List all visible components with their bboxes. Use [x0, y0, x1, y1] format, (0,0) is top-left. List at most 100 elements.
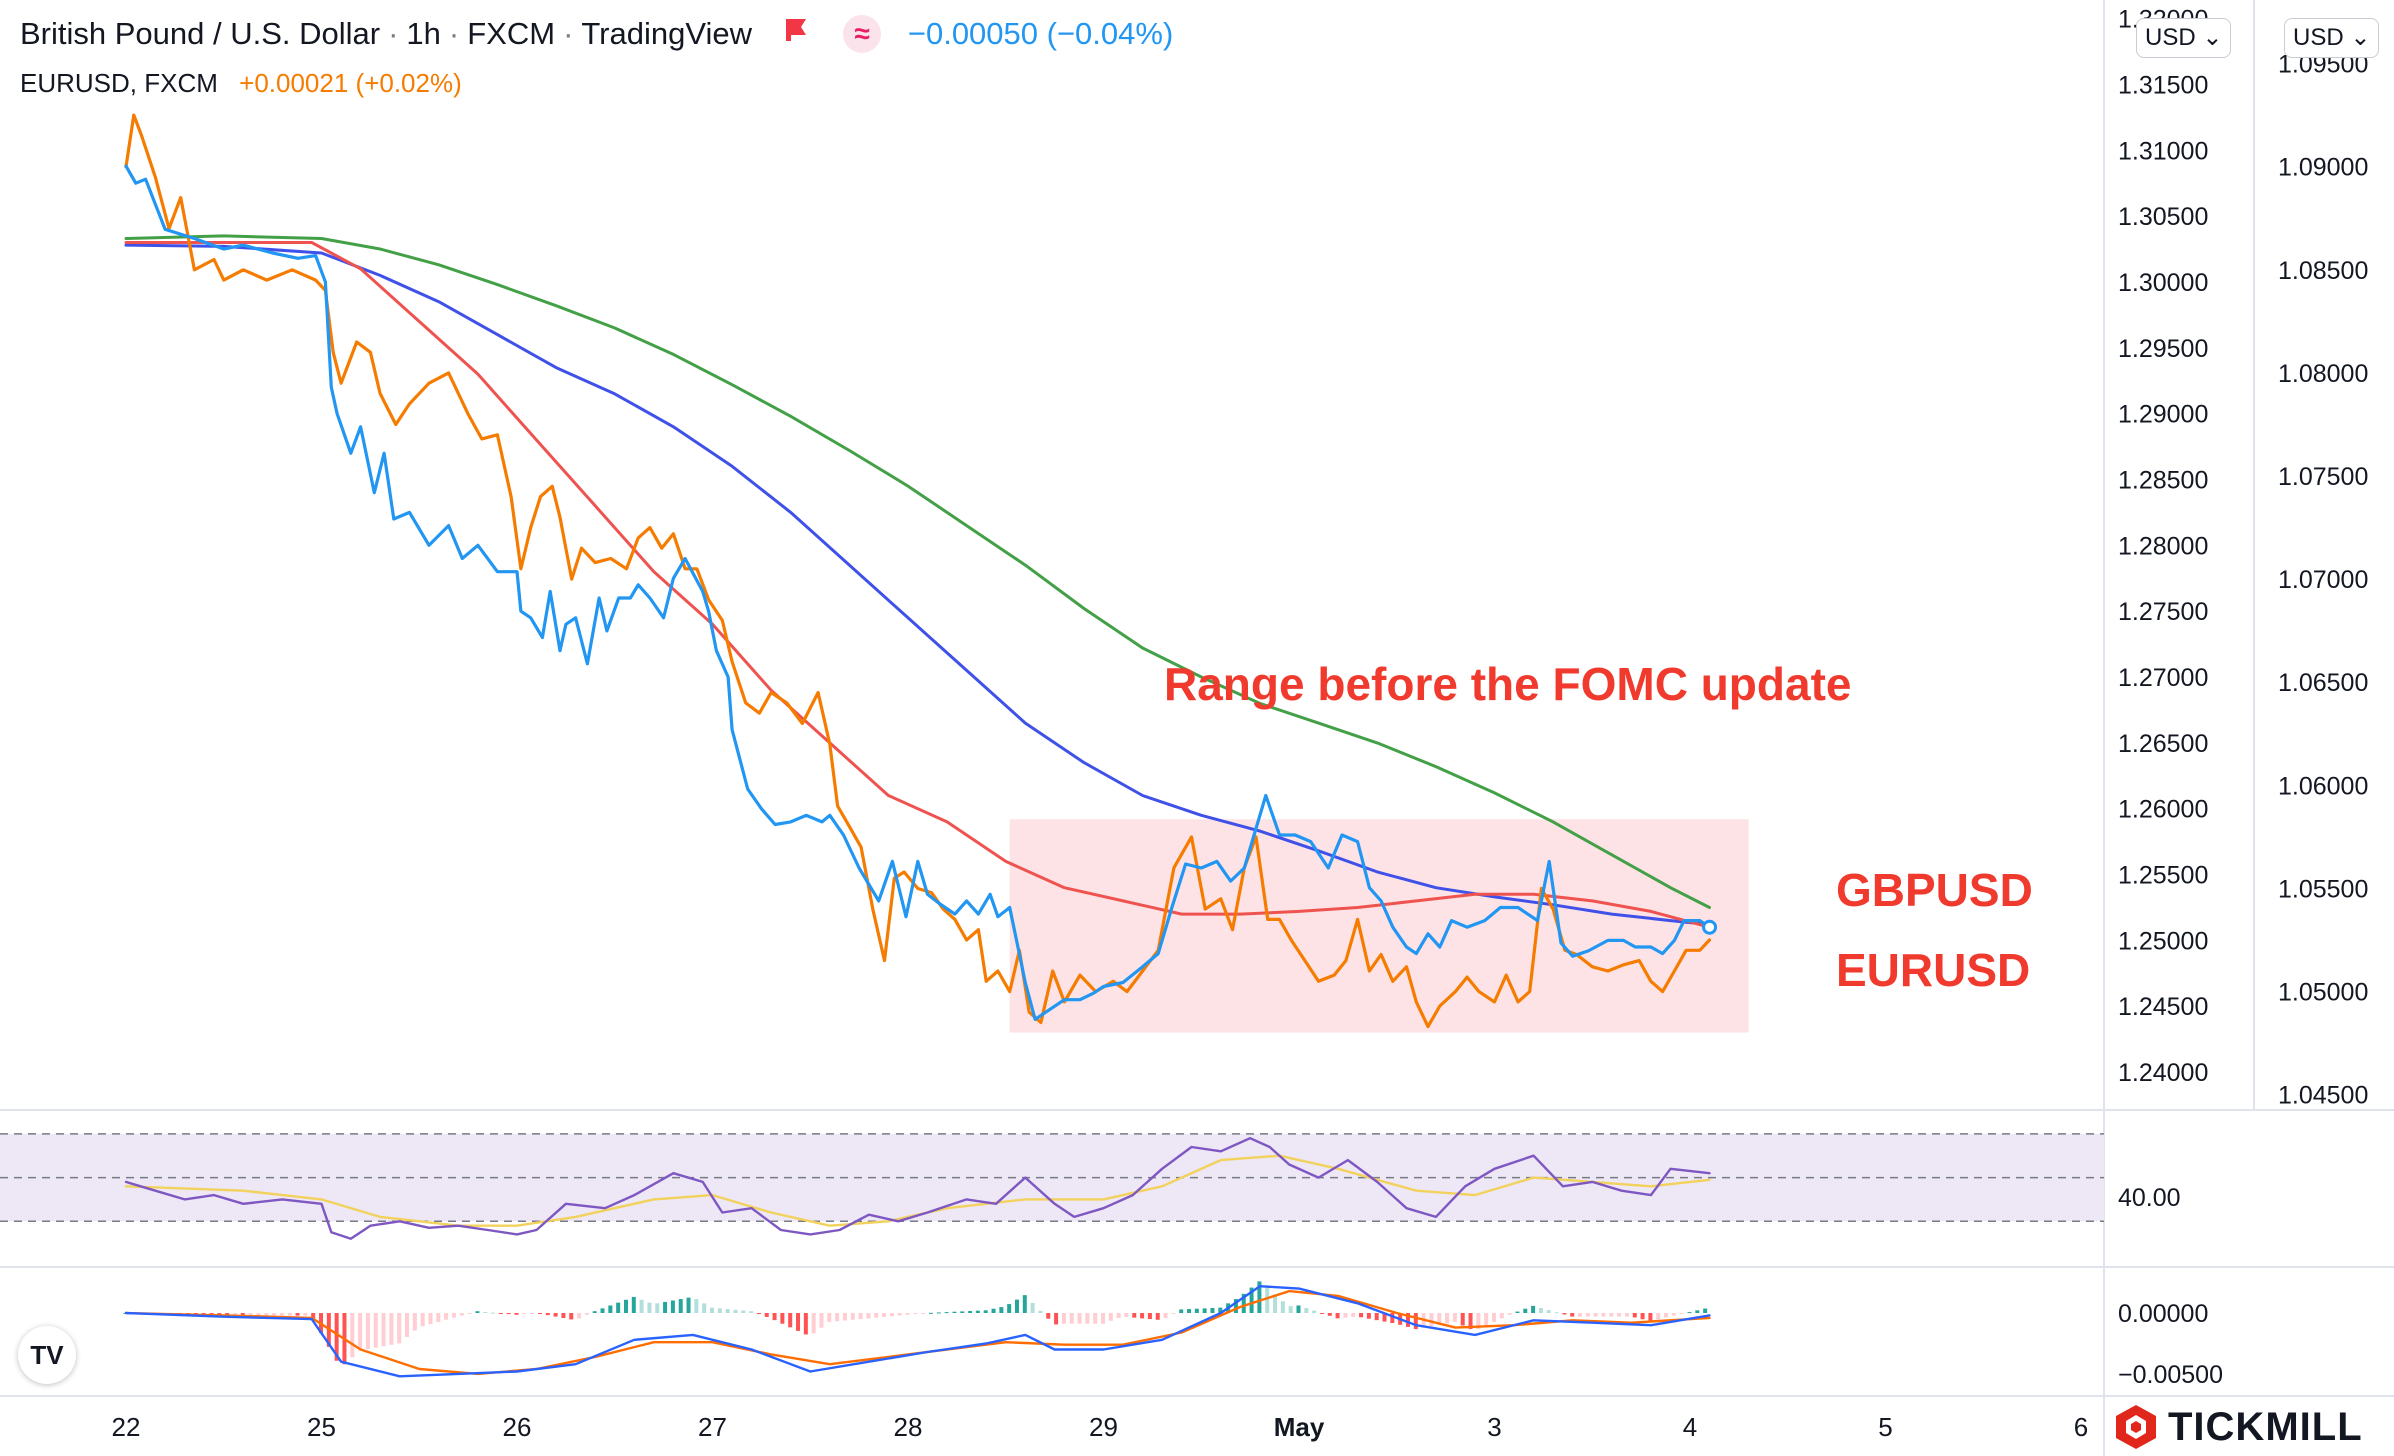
left-price-tick: 1.26000: [2118, 796, 2208, 824]
macd-histogram-bar: [1233, 1299, 1238, 1313]
macd-histogram-bar: [1273, 1294, 1278, 1313]
macd-histogram-bar: [1265, 1288, 1270, 1313]
macd-histogram-bar: [577, 1313, 582, 1319]
macd-histogram-bar: [866, 1313, 871, 1319]
macd-histogram-bar: [631, 1296, 636, 1313]
compare-symbol[interactable]: EURUSD, FXCM: [20, 68, 218, 98]
macd-histogram-bar: [1515, 1311, 1520, 1313]
macd-histogram-bar: [1429, 1313, 1434, 1327]
symbol-name[interactable]: British Pound / U.S. Dollar: [20, 15, 381, 51]
macd-histogram-bar: [882, 1313, 887, 1317]
time-axis-label: 5: [1878, 1412, 1892, 1442]
macd-histogram-bar: [874, 1313, 879, 1318]
macd-histogram-bar: [600, 1308, 605, 1313]
macd-histogram-bar: [623, 1299, 628, 1313]
macd-histogram-bar: [334, 1313, 339, 1361]
macd-histogram-bar: [991, 1308, 996, 1313]
macd-histogram-bar: [921, 1313, 926, 1314]
macd-histogram-bar: [1632, 1313, 1637, 1318]
right-price-tick: 1.08000: [2278, 360, 2368, 388]
macd-histogram-bar: [1007, 1304, 1012, 1313]
macd-histogram-bar: [1523, 1308, 1528, 1313]
left-price-tick: 1.25500: [2118, 862, 2208, 890]
right-price-tick: 1.09000: [2278, 154, 2368, 182]
macd-histogram-bar: [373, 1313, 378, 1348]
rsi-line: [124, 1137, 1711, 1240]
macd-histogram-bar: [1405, 1313, 1410, 1327]
gbpusd-annotation-label: GBPUSD: [1836, 864, 2033, 916]
price-change: −0.00050 (−0.04%): [907, 15, 1174, 51]
macd-histogram-bar: [928, 1312, 933, 1314]
macd-histogram-bar: [889, 1313, 894, 1317]
macd-histogram-bar: [1124, 1313, 1129, 1317]
left-price-tick: 1.25000: [2118, 927, 2208, 955]
macd-histogram-bar: [1366, 1313, 1371, 1319]
macd-histogram-bar: [702, 1303, 707, 1313]
macd-histogram-bar: [553, 1313, 558, 1317]
macd-histogram-bar: [1249, 1287, 1254, 1313]
macd-histogram-bar: [905, 1313, 910, 1315]
macd-histogram-bar: [475, 1311, 480, 1313]
macd-histogram-bar: [655, 1303, 660, 1313]
macd-histogram-bar: [467, 1313, 472, 1314]
tradingview-logo-icon[interactable]: TV: [18, 1326, 76, 1384]
macd-histogram-bar: [670, 1300, 675, 1313]
right-currency-selector[interactable]: USD ⌄: [2284, 18, 2380, 58]
macd-histogram-bar: [1132, 1313, 1137, 1318]
macd-histogram-bar: [1656, 1313, 1661, 1320]
interval[interactable]: 1h: [406, 15, 441, 51]
macd-histogram-bar: [272, 1313, 277, 1316]
macd-histogram-bar: [616, 1302, 621, 1313]
right-price-tick: 1.04500: [2278, 1082, 2368, 1110]
macd-histogram-bar: [436, 1313, 441, 1322]
macd-histogram-bar: [1546, 1310, 1551, 1313]
macd-histogram-bar: [561, 1313, 566, 1319]
macd-histogram-bar: [381, 1313, 386, 1347]
macd-histogram-bar: [710, 1307, 714, 1313]
macd-histogram-bar: [1640, 1313, 1645, 1320]
macd-histogram-bar: [1624, 1313, 1629, 1317]
macd-histogram-bar: [1194, 1308, 1199, 1313]
macd-histogram-bar: [1280, 1301, 1285, 1313]
time-axis-label: 25: [307, 1412, 336, 1442]
macd-histogram-bar: [764, 1313, 769, 1317]
left-price-tick: 1.27500: [2118, 598, 2208, 626]
macd-histogram-bar: [1671, 1313, 1676, 1316]
compare-change: +0.00021 (+0.02%): [239, 68, 462, 98]
macd-histogram-bar: [1609, 1313, 1614, 1317]
approx-wave-icon[interactable]: ≈: [843, 14, 882, 53]
macd-histogram-bar: [725, 1309, 730, 1313]
flag-icon[interactable]: [783, 16, 809, 42]
macd-histogram-bar: [1077, 1313, 1082, 1324]
macd-histogram-bar: [491, 1312, 496, 1314]
macd-histogram-bar: [311, 1313, 316, 1320]
currency-label: USD: [2293, 24, 2344, 51]
right-price-tick: 1.08500: [2278, 257, 2368, 285]
time-axis-label: May: [1274, 1412, 1325, 1442]
macd-histogram-bar: [1296, 1305, 1301, 1313]
macd-histogram-bar: [1319, 1313, 1324, 1314]
left-price-tick: 1.24500: [2118, 993, 2208, 1021]
macd-histogram-bar: [451, 1313, 456, 1318]
macd-histogram-bar: [1030, 1302, 1035, 1313]
time-axis-label: 3: [1487, 1412, 1501, 1442]
macd-histogram-bar: [1585, 1313, 1590, 1317]
left-currency-selector[interactable]: USD ⌄: [2136, 18, 2232, 58]
macd-histogram-bar: [1155, 1313, 1160, 1320]
macd-histogram-bar: [796, 1313, 801, 1331]
macd-histogram-bar: [287, 1313, 292, 1316]
macd-histogram-bar: [1664, 1313, 1669, 1318]
macd-histogram-bar: [1437, 1313, 1442, 1325]
macd-tick: −0.00500: [2118, 1361, 2223, 1389]
macd-histogram-bar: [1679, 1313, 1684, 1314]
exchange: FXCM: [467, 15, 556, 51]
macd-histogram-bar: [592, 1311, 597, 1313]
gbpusd-last-point: [1702, 919, 1718, 935]
macd-histogram-bar: [1695, 1310, 1700, 1313]
left-price-tick: 1.31000: [2118, 137, 2208, 165]
macd-histogram-bar: [975, 1310, 980, 1313]
macd-histogram-bar: [1218, 1307, 1223, 1313]
macd-signal-line: [124, 1289, 1711, 1376]
macd-histogram-bar: [1343, 1313, 1348, 1318]
macd-histogram-bar: [1507, 1313, 1512, 1315]
